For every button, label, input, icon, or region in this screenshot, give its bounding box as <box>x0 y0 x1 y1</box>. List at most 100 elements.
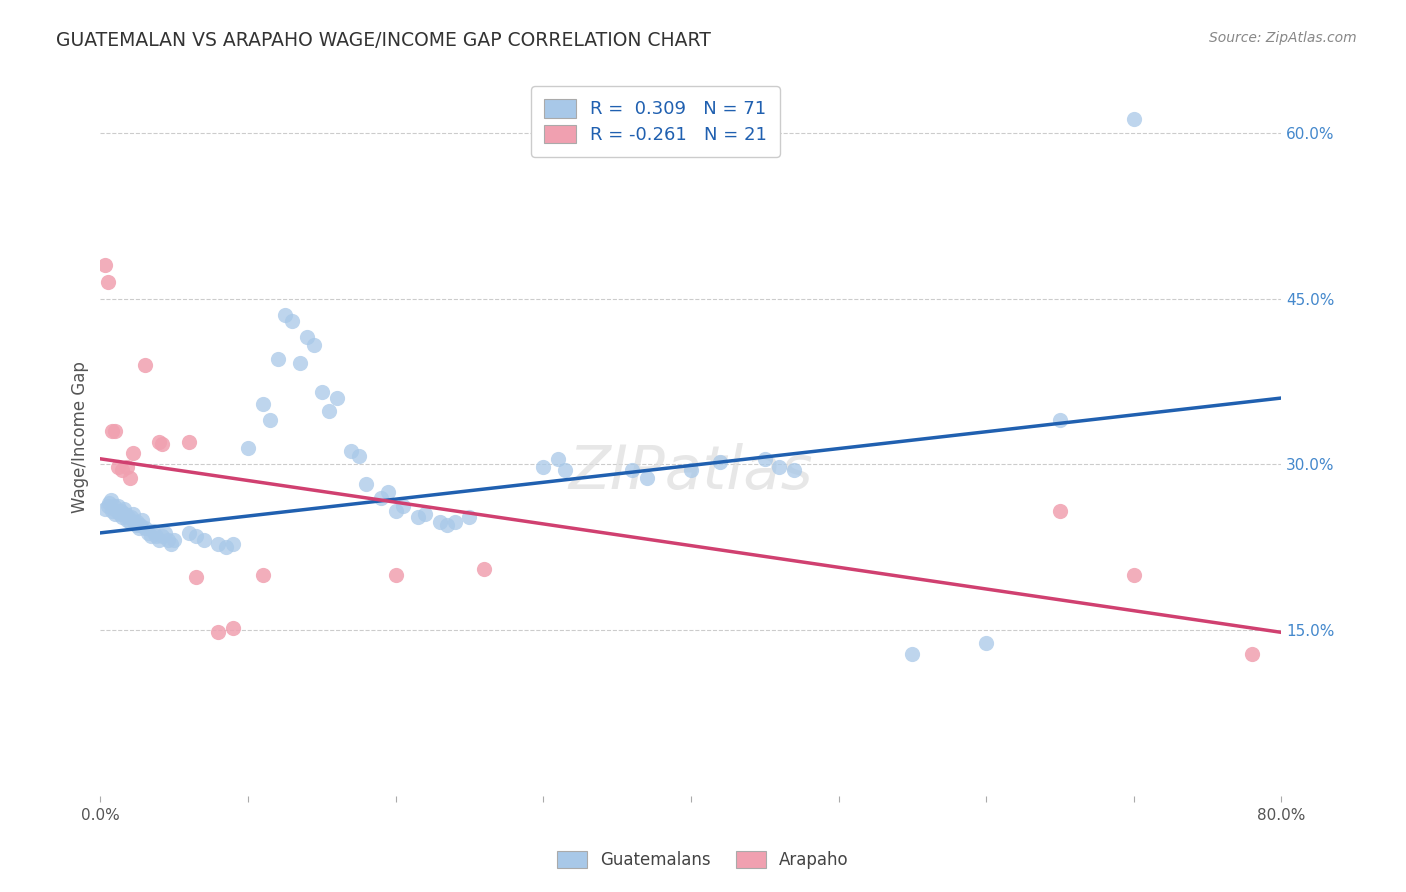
Point <box>129 518 152 533</box>
Point <box>413 507 436 521</box>
Point <box>186 570 208 584</box>
Point <box>124 515 146 529</box>
Point <box>266 352 288 367</box>
Point <box>1049 413 1071 427</box>
Point <box>139 529 162 543</box>
Point <box>134 358 156 372</box>
Point <box>458 510 481 524</box>
Point <box>118 515 141 529</box>
Point <box>236 441 259 455</box>
Point <box>115 459 138 474</box>
Point <box>157 533 180 547</box>
Point <box>107 500 129 514</box>
Point <box>136 525 159 540</box>
Point <box>177 525 200 540</box>
Point <box>1049 504 1071 518</box>
Point <box>150 529 173 543</box>
Point <box>311 385 333 400</box>
Point <box>325 391 347 405</box>
Point <box>111 510 134 524</box>
Point <box>1122 567 1144 582</box>
Point <box>768 459 790 474</box>
Point <box>115 513 138 527</box>
Point <box>128 521 150 535</box>
Point <box>98 496 121 510</box>
Point <box>754 451 776 466</box>
Point <box>142 524 165 538</box>
Point <box>104 507 127 521</box>
Point <box>186 529 208 543</box>
Point <box>155 525 177 540</box>
Point <box>215 541 238 555</box>
Point <box>94 258 117 272</box>
Point <box>118 470 141 484</box>
Point <box>295 330 318 344</box>
Point <box>384 504 406 518</box>
Point <box>110 504 132 518</box>
Point <box>406 510 429 524</box>
Point <box>134 521 156 535</box>
Point <box>97 275 120 289</box>
Point <box>620 463 643 477</box>
Point <box>384 567 406 582</box>
Point <box>127 515 149 529</box>
Point <box>472 562 495 576</box>
Point <box>100 492 122 507</box>
Point <box>974 636 997 650</box>
Point <box>252 567 274 582</box>
Point <box>436 518 458 533</box>
Legend: R =  0.309   N = 71, R = -0.261   N = 21: R = 0.309 N = 71, R = -0.261 N = 21 <box>531 87 780 157</box>
Point <box>148 533 170 547</box>
Point <box>163 533 186 547</box>
Point <box>101 424 124 438</box>
Point <box>429 515 451 529</box>
Point <box>354 477 377 491</box>
Point <box>94 501 117 516</box>
Point <box>554 463 576 477</box>
Point <box>783 463 806 477</box>
Point <box>288 356 311 370</box>
Point <box>1122 112 1144 127</box>
Point <box>636 470 658 484</box>
Point <box>207 537 229 551</box>
Point <box>679 463 702 477</box>
Point <box>252 396 274 410</box>
Point <box>547 451 569 466</box>
Point <box>111 463 134 477</box>
Point <box>160 537 183 551</box>
Point <box>392 500 415 514</box>
Point <box>112 501 135 516</box>
Text: Source: ZipAtlas.com: Source: ZipAtlas.com <box>1209 31 1357 45</box>
Point <box>121 446 143 460</box>
Point <box>1240 648 1263 662</box>
Point <box>207 625 229 640</box>
Point <box>104 424 127 438</box>
Point <box>259 413 281 427</box>
Point <box>103 500 125 514</box>
Point <box>114 507 136 521</box>
Text: ZIPatlas: ZIPatlas <box>568 443 813 502</box>
Point <box>281 313 304 327</box>
Point <box>443 515 465 529</box>
Point <box>150 437 173 451</box>
Point <box>145 529 167 543</box>
Legend: Guatemalans, Arapaho: Guatemalans, Arapaho <box>547 841 859 880</box>
Point <box>709 455 731 469</box>
Point <box>101 504 124 518</box>
Point <box>222 537 245 551</box>
Point <box>121 507 143 521</box>
Point <box>901 648 924 662</box>
Point <box>105 504 128 518</box>
Text: GUATEMALAN VS ARAPAHO WAGE/INCOME GAP CORRELATION CHART: GUATEMALAN VS ARAPAHO WAGE/INCOME GAP CO… <box>56 31 711 50</box>
Point <box>120 510 142 524</box>
Y-axis label: Wage/Income Gap: Wage/Income Gap <box>72 360 89 513</box>
Point <box>377 485 399 500</box>
Point <box>177 435 200 450</box>
Point <box>318 404 340 418</box>
Point <box>107 459 129 474</box>
Point <box>193 533 215 547</box>
Point <box>340 444 363 458</box>
Point <box>131 513 153 527</box>
Point <box>304 338 326 352</box>
Point <box>222 621 245 635</box>
